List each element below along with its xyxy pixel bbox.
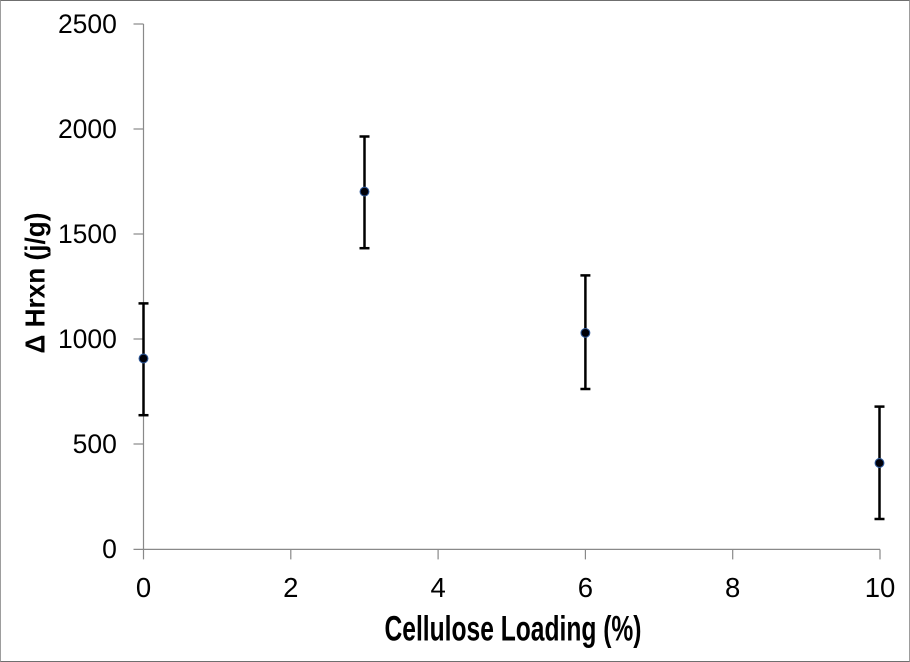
svg-text:Δ Hrxn (j/g): Δ Hrxn (j/g): [20, 212, 51, 353]
svg-text:1000: 1000: [58, 324, 117, 354]
svg-text:500: 500: [73, 429, 117, 459]
svg-text:4: 4: [430, 571, 445, 602]
svg-text:6: 6: [578, 571, 593, 602]
svg-text:0: 0: [136, 571, 151, 602]
svg-text:2: 2: [283, 571, 298, 602]
svg-text:0: 0: [102, 534, 117, 564]
svg-text:Cellulose Loading (%): Cellulose Loading (%): [385, 609, 642, 648]
svg-text:2000: 2000: [58, 114, 117, 144]
svg-text:10: 10: [865, 571, 896, 602]
svg-text:2500: 2500: [58, 9, 117, 39]
svg-text:8: 8: [725, 571, 740, 602]
svg-text:1500: 1500: [58, 219, 117, 249]
